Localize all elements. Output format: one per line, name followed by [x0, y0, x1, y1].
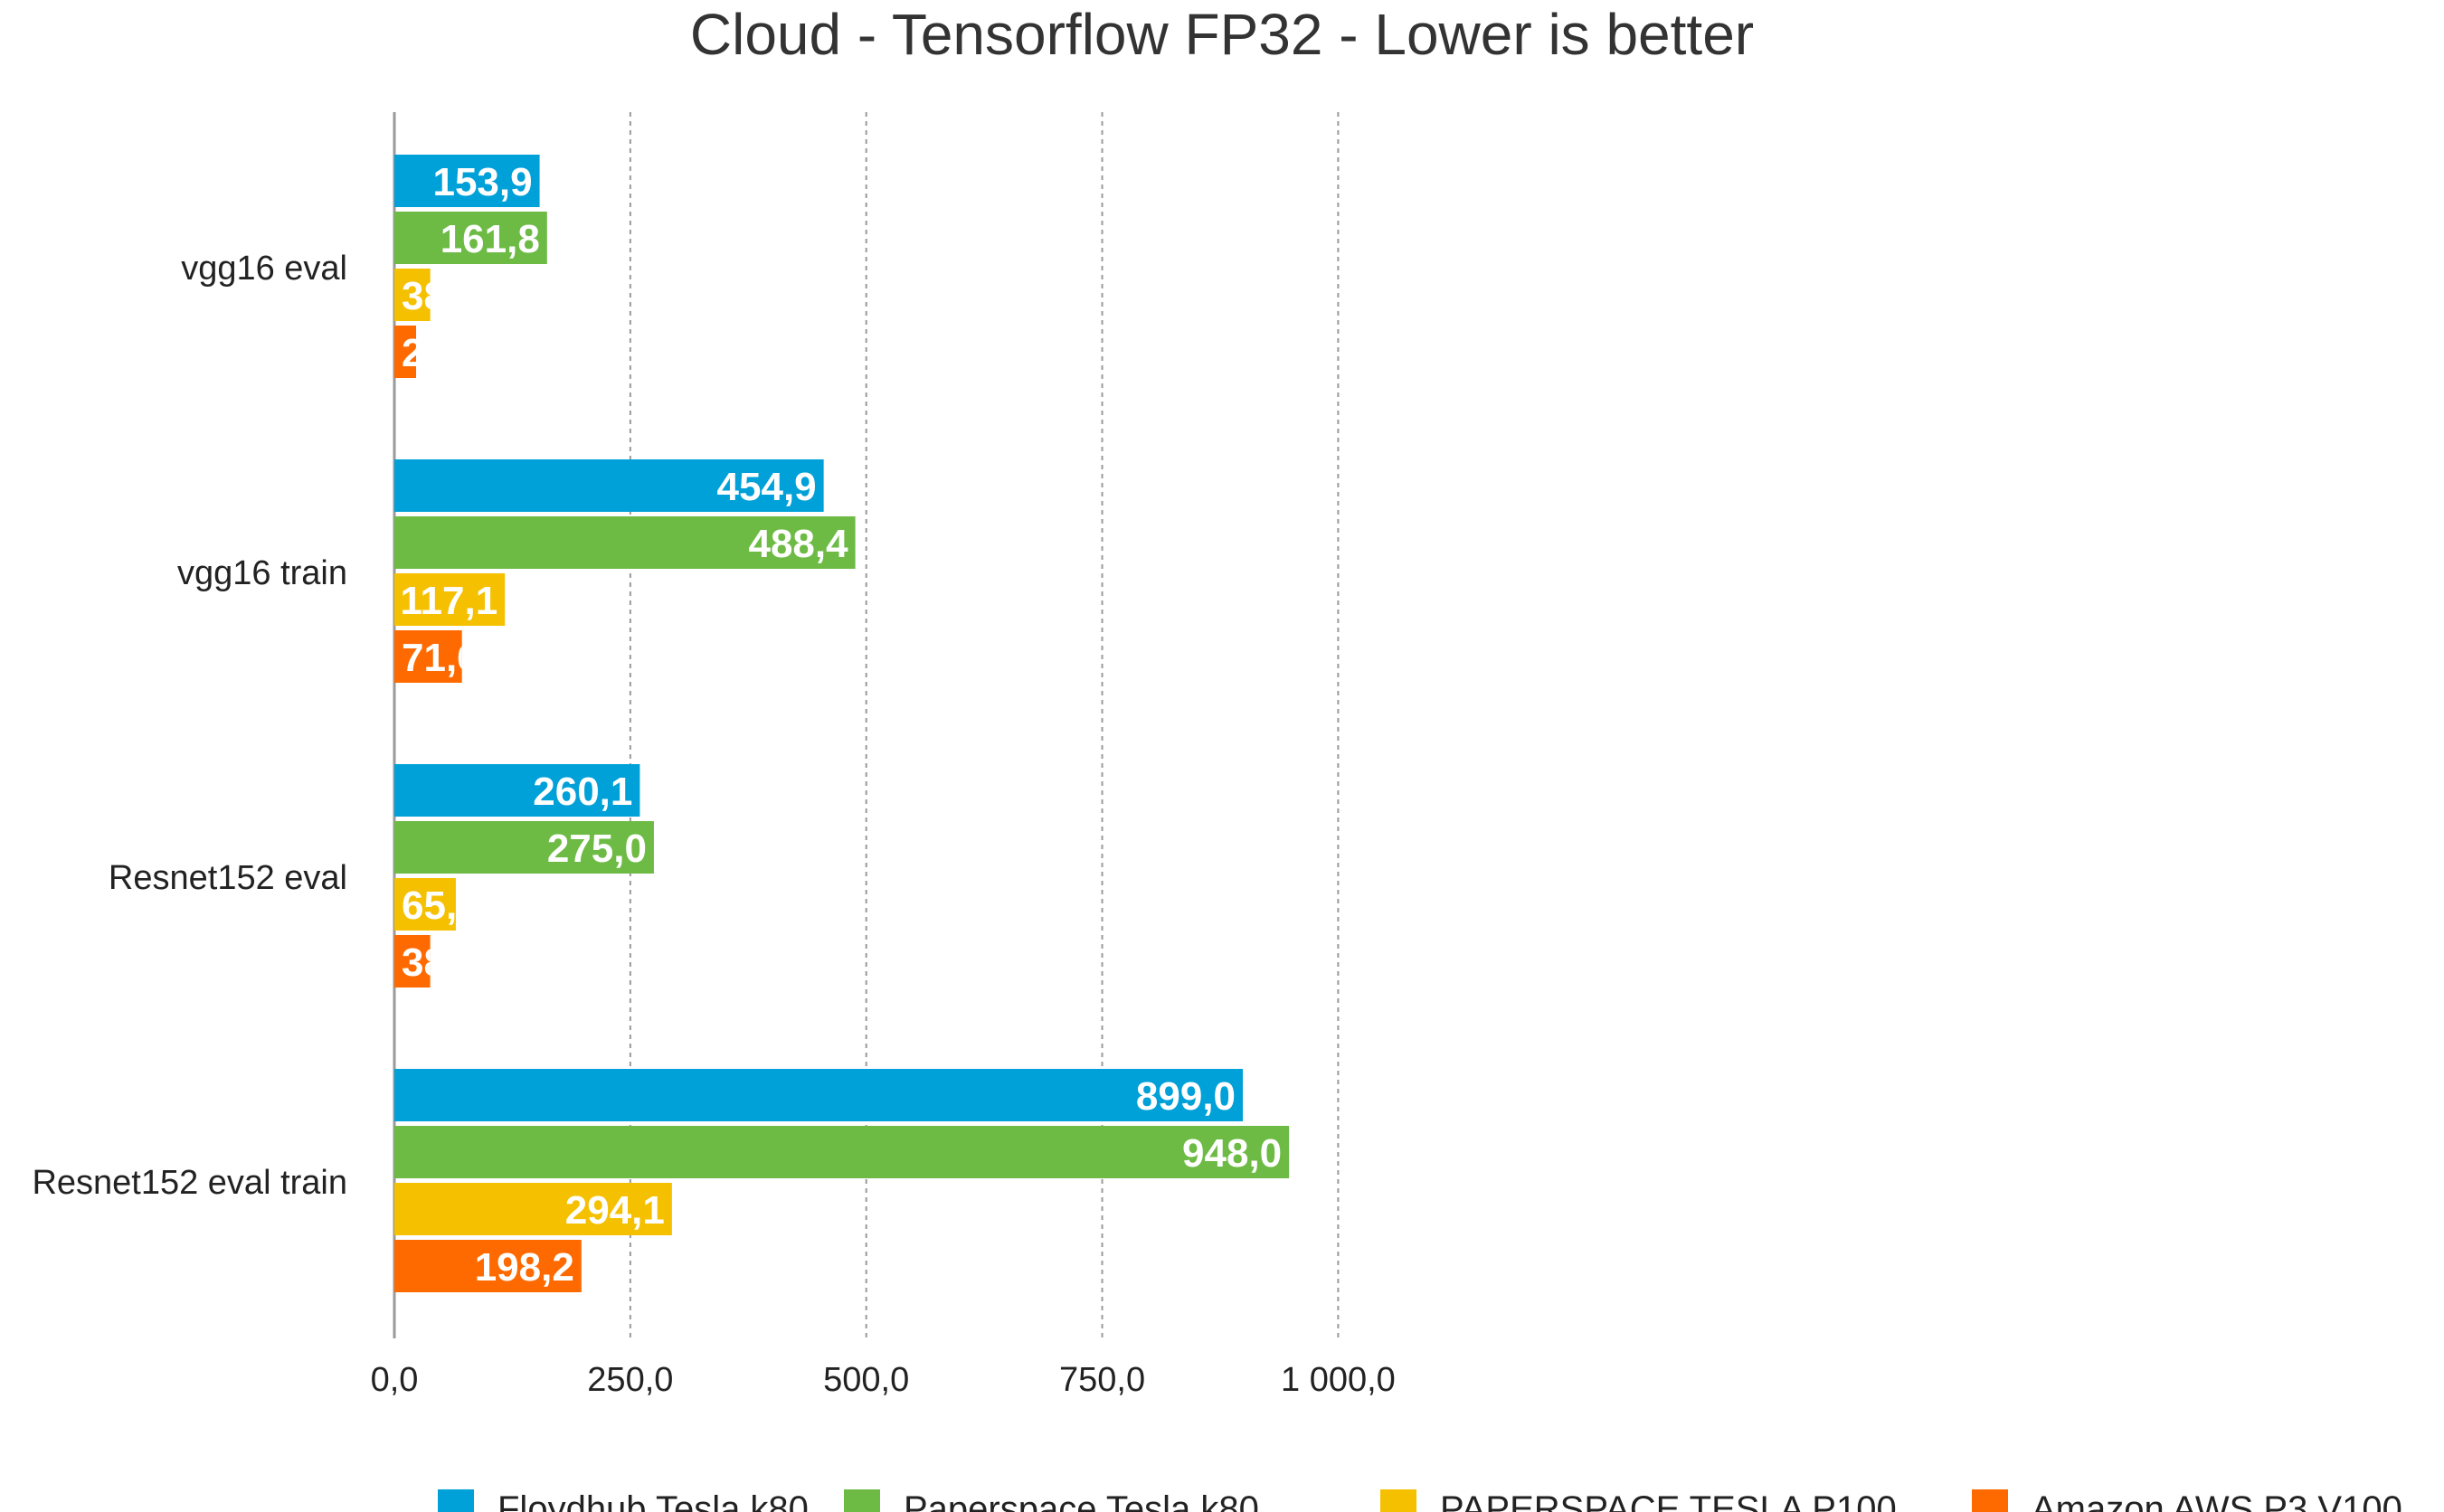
bar-value-label: 117,1: [400, 579, 497, 623]
bar-value-label: 38,: [402, 940, 457, 985]
x-tick-label: 1 000,0: [1281, 1361, 1396, 1399]
chart-title: Cloud - Tensorflow FP32 - Lower is bette…: [690, 2, 1754, 67]
bar: [394, 764, 640, 817]
bar: [394, 821, 654, 874]
bar-value-label: 275,0: [547, 827, 647, 871]
bar: [394, 1126, 1290, 1178]
legend-swatch: [844, 1489, 880, 1512]
bar: [394, 878, 456, 931]
x-tick-label: 0,0: [371, 1361, 419, 1399]
legend: Floydhub Tesla k80 Paperspace Tesla k80 PA…: [438, 1489, 2402, 1512]
legend-swatch: [438, 1489, 474, 1512]
bar: [394, 1183, 672, 1235]
bar-value-label: 23: [402, 331, 446, 375]
bar-value-label: 294,1: [565, 1188, 665, 1233]
bar: [394, 573, 506, 626]
bar-value-label: 899,0: [1136, 1074, 1236, 1119]
bar: [394, 155, 540, 207]
bar-value-label: 65,1: [402, 884, 479, 928]
bar-value-label: 488,4: [748, 522, 848, 566]
legend-label: Floydhub Tesla k80: [497, 1489, 809, 1512]
x-tick-label: 500,0: [823, 1361, 909, 1399]
bar-value-label: 260,1: [533, 770, 632, 814]
legend-swatch: [1380, 1489, 1416, 1512]
bar-value-label: 71,6: [402, 636, 479, 680]
bar: [394, 630, 462, 683]
bar: [394, 1240, 582, 1292]
category-label: Resnet152 eval train: [32, 1164, 347, 1202]
category-label: vgg16 eval: [181, 250, 347, 288]
category-labels: vgg16 eval vgg16 train Resnet152 eval Resne…: [32, 250, 347, 1202]
x-tick-label: 750,0: [1059, 1361, 1145, 1399]
legend-label: Amazon AWS P3 V100: [2032, 1489, 2402, 1512]
bar-value-label: 161,8: [440, 217, 540, 261]
bar-value-label: 948,0: [1182, 1131, 1282, 1176]
bar: [394, 269, 431, 321]
bar: [394, 516, 856, 569]
category-label: vgg16 train: [177, 554, 347, 592]
bar: [394, 935, 431, 988]
bar-value-label: 454,9: [717, 465, 817, 509]
bar-value-label: 198,2: [475, 1245, 574, 1290]
bar: [394, 212, 547, 264]
legend-swatch: [1972, 1489, 2008, 1512]
bars: 153,9 161,8 38, 23 454,9 488,4 117,1 71,6 260,1 2…: [394, 155, 1290, 1292]
legend-label: Paperspace Tesla k80: [904, 1489, 1259, 1512]
category-label: Resnet152 eval: [109, 859, 347, 897]
bar-value-label: 38,: [402, 274, 457, 318]
x-tick-label: 250,0: [587, 1361, 673, 1399]
bar-value-label: 153,9: [432, 160, 532, 204]
bar: [394, 1069, 1244, 1121]
bar: [394, 459, 824, 512]
x-axis-tick-labels: 0,0 250,0 500,0 750,0 1 000,0: [371, 1361, 1396, 1399]
bar: [394, 326, 416, 378]
legend-label: PAPERSPACE TESLA P100: [1440, 1489, 1897, 1512]
